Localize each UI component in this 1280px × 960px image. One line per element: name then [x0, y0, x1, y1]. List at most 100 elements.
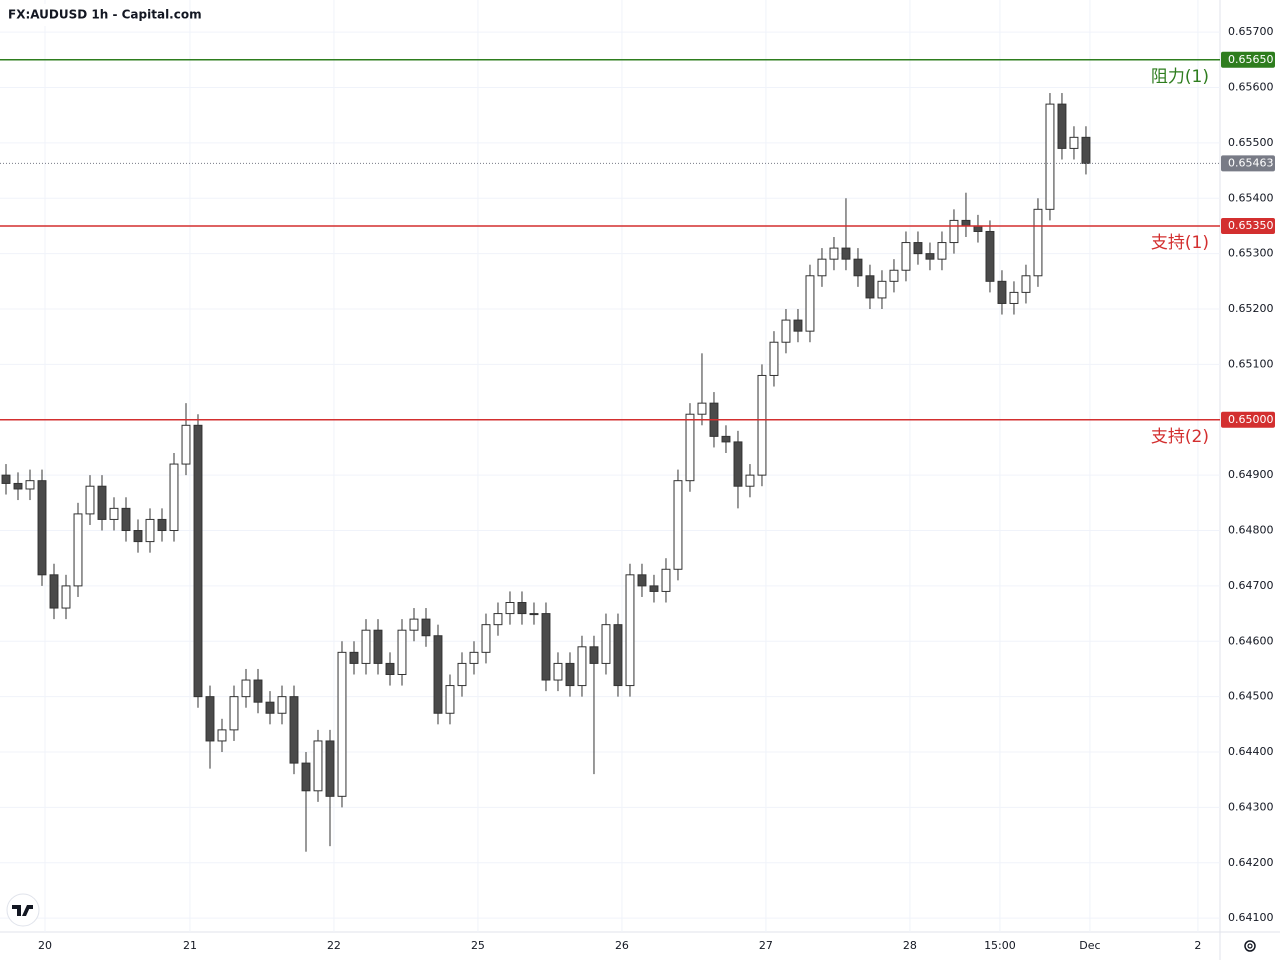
candle-body [157, 518, 167, 532]
x-tick-label: Dec [1079, 939, 1100, 952]
candle-body [541, 613, 551, 681]
x-tick-label: 2 [1194, 939, 1201, 952]
candle-body [373, 629, 383, 664]
candle-body [697, 402, 707, 415]
level-price-tag [1221, 217, 1275, 234]
x-tick-label: 27 [759, 939, 773, 952]
candle-body [829, 247, 839, 260]
candle-body [793, 319, 803, 332]
candle-body [361, 629, 371, 664]
y-tick-label: 0.64100 [1228, 911, 1274, 924]
y-tick-label: 0.65400 [1228, 191, 1274, 204]
candle-body [109, 507, 119, 520]
candle-body [217, 729, 227, 742]
candle-body [769, 341, 779, 376]
candle-body [433, 635, 443, 714]
candle-body [457, 662, 467, 687]
candle-body [553, 662, 563, 681]
candle-body [121, 507, 131, 532]
level-price-label: 0.65350 [1228, 219, 1274, 232]
y-tick-label: 0.64700 [1228, 579, 1274, 592]
candle-body [1021, 275, 1031, 293]
y-tick-label: 0.65500 [1228, 136, 1274, 149]
candle-body [421, 618, 431, 637]
candle-body [97, 485, 107, 520]
candle-body [1009, 291, 1019, 304]
y-tick-label: 0.65300 [1228, 247, 1274, 260]
x-tick-label: 22 [327, 939, 341, 952]
y-tick-label: 0.65200 [1228, 302, 1274, 315]
level-price-label: 0.65000 [1228, 413, 1274, 426]
x-tick-label: 15:00 [984, 939, 1016, 952]
candle-body [841, 247, 851, 260]
candle-body [133, 530, 143, 543]
y-tick-label: 0.64300 [1228, 800, 1274, 813]
candle-body [349, 651, 359, 664]
candle-body [517, 602, 527, 615]
y-tick-label: 0.64800 [1228, 524, 1274, 537]
candle-body [745, 474, 755, 487]
candle-body [193, 424, 203, 698]
candle-body [577, 646, 587, 687]
candle-body [913, 242, 923, 255]
candle-body [397, 629, 407, 675]
title-bg [2, 4, 178, 26]
candle-body [265, 701, 275, 714]
candle-body [973, 225, 983, 232]
candle-body [25, 480, 35, 490]
candle-body [781, 319, 791, 343]
candle-body [889, 269, 899, 282]
tv-logo [6, 893, 40, 927]
candle-body [1045, 103, 1055, 210]
candle-body [205, 696, 215, 742]
candle-body [277, 696, 287, 714]
y-tick-label: 0.65700 [1228, 25, 1274, 38]
candle-body [673, 480, 683, 570]
y-tick-label: 0.64600 [1228, 634, 1274, 647]
candle-body [325, 740, 335, 797]
candle-body [181, 424, 191, 465]
candle-body [853, 258, 863, 277]
candle-body [949, 219, 959, 244]
candle-body [313, 740, 323, 792]
candle-body [253, 679, 263, 703]
candle-body [805, 275, 815, 332]
candle-body [481, 624, 491, 653]
candle-body [985, 230, 995, 282]
level-name: 阻力(1) [1151, 67, 1209, 87]
plot-area [0, 59, 1220, 852]
x-tick-label: 26 [615, 939, 629, 952]
candle-body [505, 602, 515, 615]
candle-body [13, 482, 23, 490]
y-tick-label: 0.64900 [1228, 468, 1274, 481]
candle-body [385, 662, 395, 675]
candle-body [877, 280, 887, 299]
candle-body [493, 613, 503, 626]
x-tick-label: 20 [38, 939, 52, 952]
candle-body [241, 679, 251, 698]
candle-body [61, 585, 71, 609]
settings-icon[interactable] [1244, 940, 1256, 952]
candle-body [637, 574, 647, 587]
candle-body [721, 435, 731, 443]
candle-body [661, 568, 671, 592]
level-price-tag [1221, 411, 1275, 428]
candle-body [1081, 136, 1091, 164]
candle-body [865, 275, 875, 299]
axes: 0.65700 0.65600 0.65500 0.65400 0.65300 0.652… [38, 25, 1275, 952]
candle-body [925, 253, 935, 260]
candle-body [301, 762, 311, 792]
candle-body [961, 219, 971, 227]
candle-body [997, 280, 1007, 304]
y-tick-label: 0.64500 [1228, 690, 1274, 703]
candle-body [73, 513, 83, 587]
candle-body [901, 242, 911, 271]
y-tick-label: 0.64200 [1228, 856, 1274, 869]
candle-body [565, 662, 575, 687]
candle-body [685, 413, 695, 482]
candle-body [469, 651, 479, 664]
candle-body [733, 441, 743, 487]
candle-body [649, 585, 659, 592]
